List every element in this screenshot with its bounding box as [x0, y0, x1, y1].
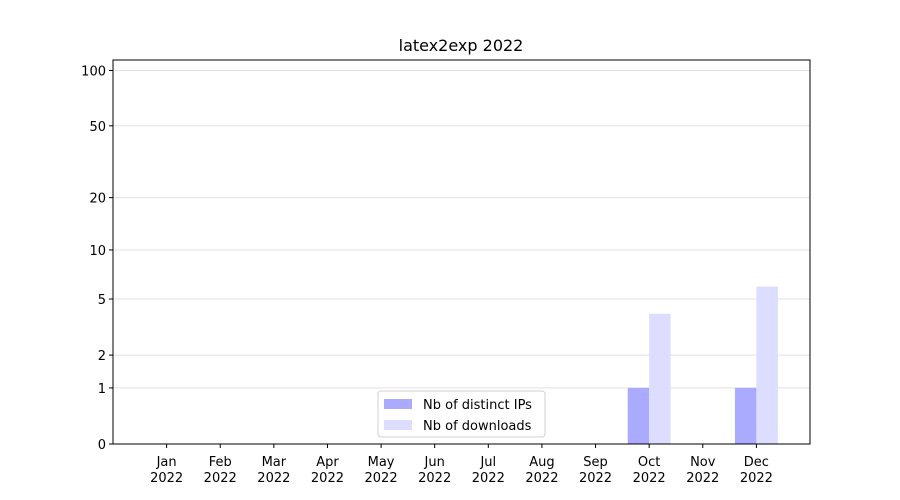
plot-frame — [112, 59, 811, 445]
x-tick-label: Jun 2022 — [418, 455, 451, 486]
x-tick-label: Feb 2022 — [204, 455, 237, 486]
y-tick-label: 1 — [98, 382, 106, 397]
y-tick-label: 2 — [98, 349, 106, 364]
y-tick-label: 0 — [98, 438, 106, 453]
x-tick-label: Mar 2022 — [257, 455, 290, 486]
x-tick-label: Sep 2022 — [579, 455, 612, 486]
x-tick-label: Aug 2022 — [525, 455, 558, 486]
x-tick-label: Oct 2022 — [633, 455, 666, 486]
legend-label: Nb of distinct IPs — [423, 398, 532, 413]
y-tick-label: 100 — [81, 65, 106, 80]
y-tick-label: 10 — [89, 244, 106, 259]
x-tick-label: May 2022 — [365, 455, 398, 486]
x-tick-label: Jan 2022 — [150, 455, 183, 486]
legend-swatch — [384, 399, 412, 409]
y-tick-label: 50 — [89, 120, 106, 135]
legend-box — [377, 390, 546, 438]
bar — [649, 313, 671, 444]
bar — [756, 286, 778, 444]
x-tick-label: Jul 2022 — [472, 455, 505, 486]
x-tick-label: Apr 2022 — [311, 455, 344, 486]
x-tick-label: Dec 2022 — [740, 455, 773, 486]
chart-title: latex2exp 2022 — [399, 36, 524, 55]
x-tick-label: Nov 2022 — [686, 455, 719, 486]
bar — [627, 387, 650, 444]
y-tick-label: 5 — [98, 293, 106, 308]
y-tick-label: 20 — [89, 192, 106, 207]
bar — [734, 387, 757, 444]
legend-label: Nb of downloads — [423, 419, 532, 434]
legend-swatch — [384, 420, 412, 430]
